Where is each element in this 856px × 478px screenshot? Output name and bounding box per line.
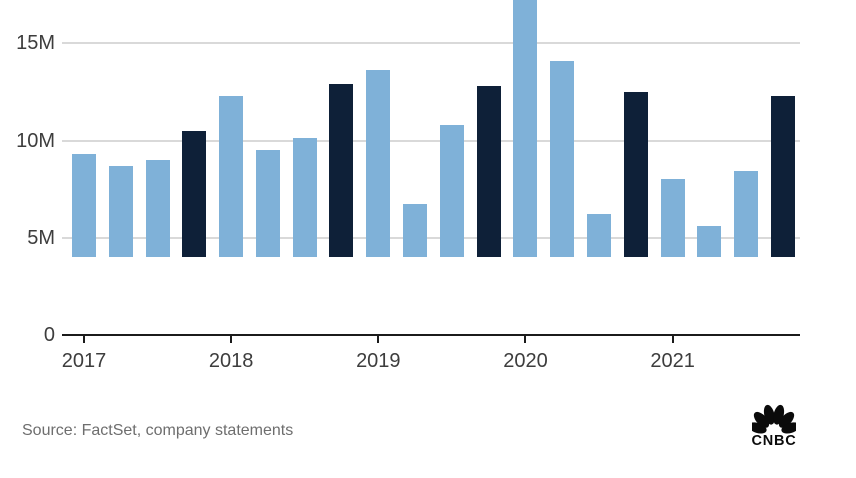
bar-6 — [255, 150, 280, 257]
x-tick-2021 — [671, 336, 674, 343]
bar-8-highlighted — [329, 84, 354, 257]
bar-4-highlighted — [182, 131, 207, 257]
source-attribution: Source: FactSet, company statements — [22, 422, 294, 439]
y-axis-label-5M: 5M — [27, 226, 55, 249]
x-axis-label-2019: 2019 — [356, 350, 401, 372]
x-axis-label-2020: 2020 — [503, 350, 548, 372]
x-tick-2019 — [377, 336, 380, 343]
x-axis-line — [62, 334, 800, 336]
bar-series — [72, 0, 795, 257]
y-axis-label-0: 0 — [43, 324, 55, 346]
bar-17 — [660, 179, 685, 257]
x-axis-label-2017: 2017 — [61, 350, 107, 372]
bar-1 — [72, 154, 96, 257]
x-axis-label-2018: 2018 — [208, 350, 254, 372]
x-tick-2020 — [524, 336, 527, 343]
bar-7 — [292, 138, 317, 257]
bar-14 — [550, 61, 575, 257]
gridline-10M — [62, 139, 800, 142]
cnbc-wordmark: CNBC — [751, 433, 797, 449]
bar-2 — [108, 166, 133, 257]
bar-18 — [697, 226, 722, 257]
bar-9 — [366, 70, 391, 257]
bar-10 — [403, 204, 428, 257]
bar-11 — [439, 125, 464, 257]
bar-19 — [734, 171, 759, 257]
x-axis-label-2021: 2021 — [650, 350, 695, 372]
bar-15 — [586, 214, 611, 257]
bar-16-highlighted — [623, 92, 648, 257]
gridline-15M — [62, 42, 800, 45]
bar-12-highlighted — [476, 86, 501, 257]
x-tick-2018 — [230, 336, 233, 343]
bar-3 — [145, 160, 170, 257]
bar-13 — [513, 0, 538, 257]
y-axis-label-10M: 10M — [16, 129, 55, 152]
bar-5 — [219, 96, 244, 257]
bar-20-highlighted — [770, 96, 795, 257]
cnbc-logo: CNBC — [746, 403, 802, 449]
plot-area: 15M 10M 5M 0 2017 2018 2019 2020 2021 — [16, 0, 800, 372]
gridline-5M — [62, 236, 800, 239]
y-axis-label-15M: 15M — [16, 32, 55, 55]
peacock-icon — [746, 403, 802, 434]
x-tick-2017 — [83, 336, 85, 343]
